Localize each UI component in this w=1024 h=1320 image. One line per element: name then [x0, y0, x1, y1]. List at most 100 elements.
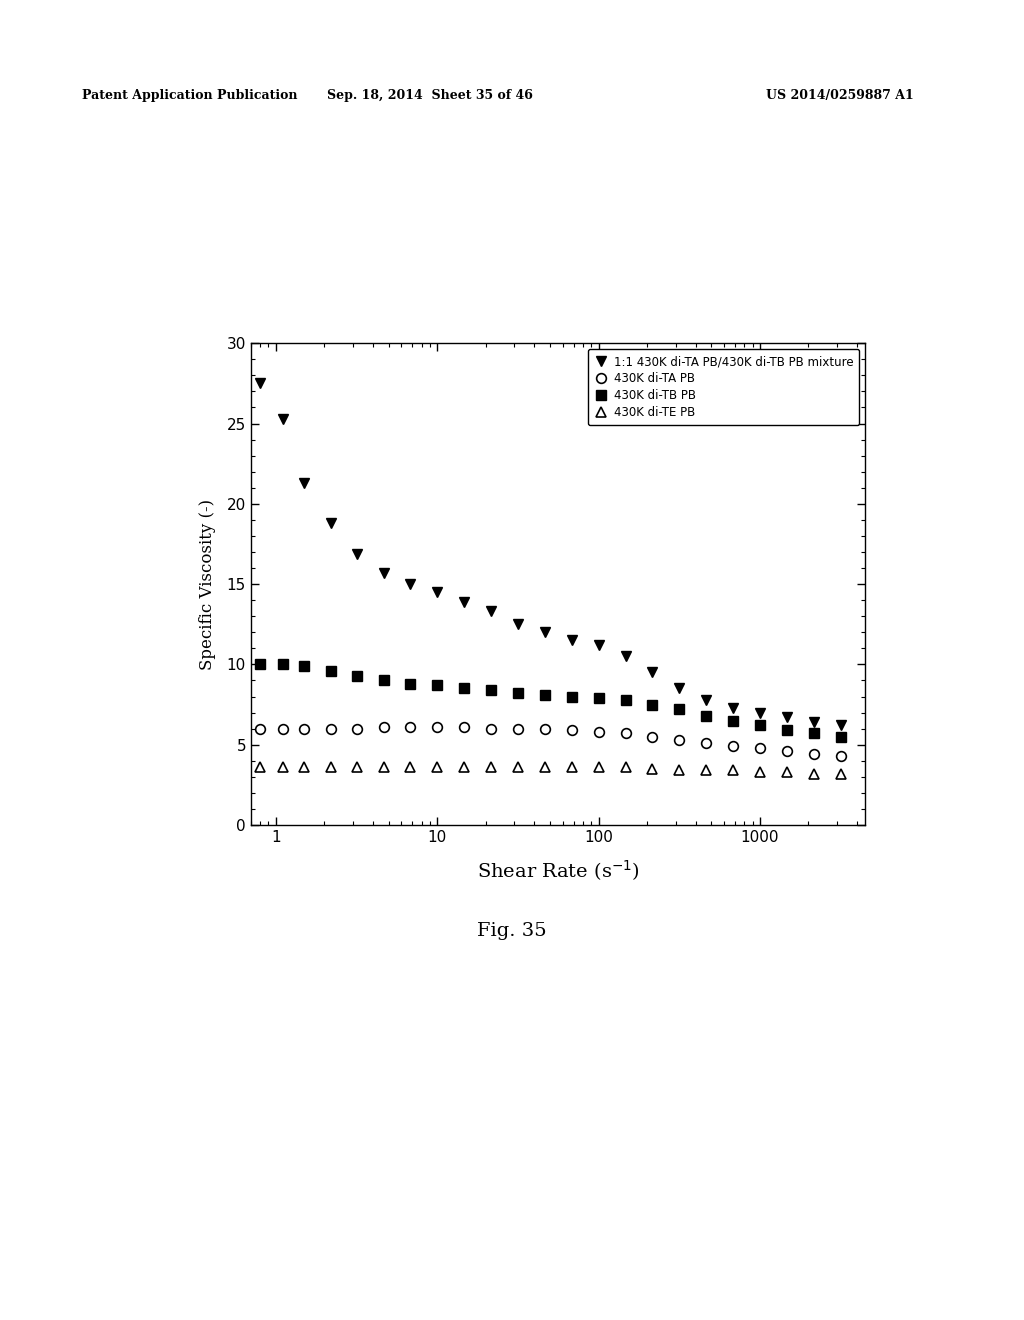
430K di-TA PB [700, 735, 713, 751]
430K di-TA PB [512, 721, 524, 737]
1:1 430K di-TA PB/430K di-TB PB mixture [808, 714, 820, 730]
430K di-TA PB [378, 719, 390, 735]
430K di-TE PB [727, 763, 739, 779]
1:1 430K di-TA PB/430K di-TB PB mixture [646, 664, 658, 680]
430K di-TA PB [593, 723, 605, 739]
1:1 430K di-TA PB/430K di-TB PB mixture [673, 681, 685, 697]
1:1 430K di-TA PB/430K di-TB PB mixture [727, 700, 739, 715]
430K di-TB PB [431, 677, 443, 693]
1:1 430K di-TA PB/430K di-TB PB mixture [351, 545, 364, 561]
430K di-TE PB [431, 759, 443, 775]
430K di-TA PB [539, 721, 551, 737]
430K di-TA PB [298, 721, 310, 737]
430K di-TE PB [700, 763, 713, 779]
430K di-TB PB [351, 668, 364, 684]
430K di-TE PB [325, 759, 337, 775]
Line: 430K di-TE PB: 430K di-TE PB [255, 763, 846, 779]
430K di-TE PB [673, 763, 685, 779]
430K di-TE PB [780, 764, 793, 780]
430K di-TA PB [276, 721, 289, 737]
430K di-TA PB [458, 719, 470, 735]
430K di-TB PB [727, 713, 739, 729]
430K di-TB PB [276, 656, 289, 672]
1:1 430K di-TA PB/430K di-TB PB mixture [565, 632, 578, 648]
430K di-TB PB [254, 656, 266, 672]
1:1 430K di-TA PB/430K di-TB PB mixture [254, 375, 266, 391]
430K di-TB PB [754, 718, 766, 734]
430K di-TB PB [808, 726, 820, 742]
430K di-TB PB [780, 722, 793, 738]
Legend: 1:1 430K di-TA PB/430K di-TB PB mixture, 430K di-TA PB, 430K di-TB PB, 430K di-T: 1:1 430K di-TA PB/430K di-TB PB mixture,… [588, 348, 859, 425]
Text: Fig. 35: Fig. 35 [477, 921, 547, 940]
430K di-TB PB [673, 701, 685, 717]
430K di-TE PB [565, 759, 578, 775]
430K di-TA PB [351, 721, 364, 737]
1:1 430K di-TA PB/430K di-TB PB mixture [835, 718, 847, 734]
430K di-TE PB [593, 759, 605, 775]
1:1 430K di-TA PB/430K di-TB PB mixture [325, 515, 337, 531]
430K di-TE PB [378, 759, 390, 775]
430K di-TA PB [565, 722, 578, 738]
1:1 430K di-TA PB/430K di-TB PB mixture [276, 411, 289, 426]
430K di-TB PB [325, 663, 337, 678]
Text: Sep. 18, 2014  Sheet 35 of 46: Sep. 18, 2014 Sheet 35 of 46 [327, 88, 534, 102]
Line: 430K di-TB PB: 430K di-TB PB [255, 660, 846, 742]
1:1 430K di-TA PB/430K di-TB PB mixture [780, 709, 793, 725]
430K di-TB PB [512, 685, 524, 701]
Line: 1:1 430K di-TA PB/430K di-TB PB mixture: 1:1 430K di-TA PB/430K di-TB PB mixture [255, 379, 846, 730]
1:1 430K di-TA PB/430K di-TB PB mixture [620, 648, 632, 664]
430K di-TE PB [276, 759, 289, 775]
430K di-TA PB [325, 721, 337, 737]
430K di-TA PB [727, 738, 739, 754]
430K di-TB PB [620, 692, 632, 708]
430K di-TA PB [646, 729, 658, 744]
430K di-TB PB [646, 697, 658, 713]
430K di-TA PB [620, 726, 632, 742]
1:1 430K di-TA PB/430K di-TB PB mixture [593, 638, 605, 653]
430K di-TB PB [378, 673, 390, 689]
430K di-TA PB [808, 746, 820, 762]
430K di-TA PB [254, 721, 266, 737]
Line: 430K di-TA PB: 430K di-TA PB [255, 722, 846, 760]
430K di-TE PB [351, 759, 364, 775]
430K di-TA PB [484, 721, 497, 737]
430K di-TB PB [835, 729, 847, 744]
Y-axis label: Specific Viscosity (-): Specific Viscosity (-) [199, 499, 215, 669]
1:1 430K di-TA PB/430K di-TB PB mixture [431, 585, 443, 601]
430K di-TA PB [835, 748, 847, 764]
430K di-TE PB [620, 759, 632, 775]
430K di-TB PB [593, 690, 605, 706]
430K di-TE PB [808, 766, 820, 781]
1:1 430K di-TA PB/430K di-TB PB mixture [298, 475, 310, 491]
1:1 430K di-TA PB/430K di-TB PB mixture [458, 594, 470, 610]
430K di-TA PB [780, 743, 793, 759]
1:1 430K di-TA PB/430K di-TB PB mixture [700, 692, 713, 708]
430K di-TB PB [404, 676, 417, 692]
430K di-TA PB [754, 741, 766, 756]
1:1 430K di-TA PB/430K di-TB PB mixture [512, 616, 524, 632]
430K di-TE PB [539, 759, 551, 775]
Text: US 2014/0259887 A1: US 2014/0259887 A1 [766, 88, 913, 102]
Text: Patent Application Publication: Patent Application Publication [82, 88, 297, 102]
430K di-TE PB [512, 759, 524, 775]
430K di-TB PB [539, 686, 551, 702]
430K di-TE PB [458, 759, 470, 775]
430K di-TB PB [565, 689, 578, 705]
430K di-TB PB [700, 708, 713, 723]
430K di-TB PB [458, 681, 470, 697]
1:1 430K di-TA PB/430K di-TB PB mixture [539, 624, 551, 640]
1:1 430K di-TA PB/430K di-TB PB mixture [484, 603, 497, 619]
430K di-TA PB [673, 733, 685, 748]
X-axis label: Shear Rate (s$^{-1}$): Shear Rate (s$^{-1}$) [476, 859, 640, 883]
430K di-TA PB [431, 719, 443, 735]
430K di-TA PB [404, 719, 417, 735]
430K di-TE PB [484, 759, 497, 775]
430K di-TE PB [404, 759, 417, 775]
430K di-TB PB [484, 682, 497, 698]
430K di-TE PB [298, 759, 310, 775]
430K di-TE PB [254, 759, 266, 775]
430K di-TB PB [298, 659, 310, 675]
430K di-TE PB [835, 766, 847, 781]
430K di-TE PB [646, 760, 658, 776]
430K di-TE PB [754, 764, 766, 780]
